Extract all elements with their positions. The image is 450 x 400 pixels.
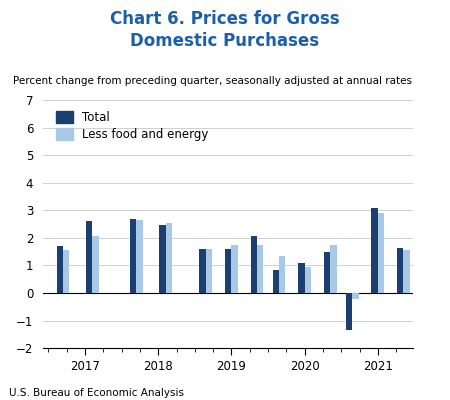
Bar (257, 245, 263, 293)
Bar (352, 293, 359, 298)
Bar (57, 246, 63, 293)
Bar (346, 293, 352, 330)
Bar (298, 263, 305, 293)
Bar (63, 250, 69, 293)
Bar (199, 249, 206, 293)
Bar (378, 213, 384, 293)
Bar (397, 248, 404, 293)
Bar (86, 221, 92, 293)
Bar (92, 236, 99, 293)
Bar (279, 256, 285, 293)
Bar (273, 270, 279, 293)
Bar (206, 249, 212, 293)
Bar (330, 245, 337, 293)
Text: Chart 6. Prices for Gross
Domestic Purchases: Chart 6. Prices for Gross Domestic Purch… (110, 10, 340, 50)
Text: Percent change from preceding quarter, seasonally adjusted at annual rates: Percent change from preceding quarter, s… (14, 76, 412, 86)
Text: U.S. Bureau of Economic Analysis: U.S. Bureau of Economic Analysis (9, 388, 184, 398)
Bar (404, 250, 410, 293)
Bar (130, 218, 136, 293)
Bar (305, 267, 311, 293)
Bar (251, 236, 257, 293)
Bar (166, 223, 172, 293)
Bar (225, 249, 231, 293)
Bar (159, 226, 166, 293)
Bar (324, 252, 330, 293)
Bar (231, 245, 238, 293)
Bar (371, 208, 378, 293)
Bar (136, 220, 143, 293)
Legend: Total, Less food and energy: Total, Less food and energy (56, 111, 208, 141)
